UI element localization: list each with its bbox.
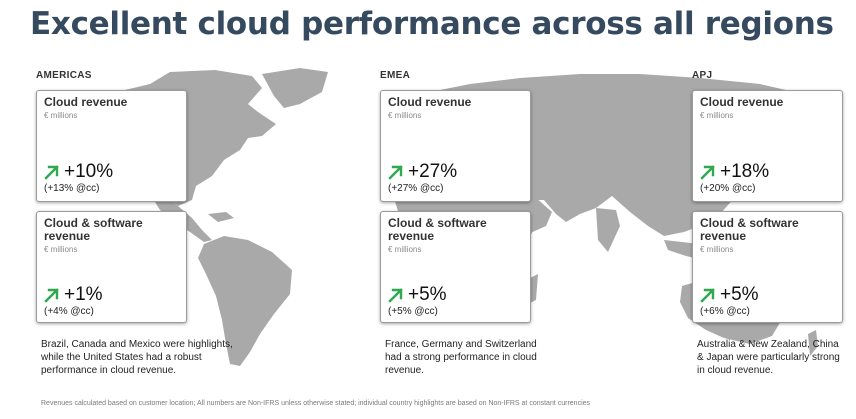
apj-cloud-software-revenue-card: Cloud & software revenue € millions +5% … [692, 211, 843, 323]
card-cc-value: (+5% @cc) [388, 306, 438, 317]
card-title: Cloud & software revenue [388, 216, 487, 243]
region-label-emea: EMEA [380, 70, 411, 81]
card-value: +10% [64, 161, 114, 182]
americas-description: Brazil, Canada and Mexico were highlight… [41, 339, 233, 376]
region-label-americas: AMERICAS [36, 70, 92, 81]
footnote: Revenues calculated based on customer lo… [41, 400, 591, 407]
page-title: Excellent cloud performance across all r… [30, 6, 834, 42]
card-metric: +5% [387, 284, 447, 306]
americas-cloud-revenue-card: Cloud revenue € millions +10% (+13% @cc) [36, 90, 187, 202]
map-south-america [198, 236, 292, 366]
card-title: Cloud revenue [44, 95, 128, 109]
region-label-apj: APJ [692, 70, 713, 81]
apj-cloud-revenue-card: Cloud revenue € millions +18% (+20% @cc) [692, 90, 843, 202]
card-subtitle: € millions [388, 111, 422, 120]
card-title: Cloud & software revenue [700, 216, 799, 243]
card-value: +27% [408, 161, 458, 182]
card-cc-value: (+6% @cc) [700, 306, 750, 317]
card-metric: +1% [43, 284, 103, 306]
card-value: +1% [64, 284, 103, 305]
card-subtitle: € millions [388, 245, 422, 254]
card-subtitle: € millions [700, 245, 734, 254]
card-subtitle: € millions [44, 111, 78, 120]
card-cc-value: (+4% @cc) [44, 306, 94, 317]
card-title: Cloud revenue [700, 95, 784, 109]
emea-cloud-revenue-card: Cloud revenue € millions +27% (+27% @cc) [380, 90, 531, 202]
trend-up-arrow-icon [388, 288, 403, 303]
card-value: +5% [720, 284, 759, 305]
trend-up-arrow-icon [700, 288, 715, 303]
card-value: +18% [720, 161, 770, 182]
card-metric: +5% [699, 284, 759, 306]
card-title: Cloud & software revenue [44, 216, 143, 243]
card-metric: +27% [387, 161, 457, 183]
trend-up-arrow-icon [44, 165, 59, 180]
emea-cloud-software-revenue-card: Cloud & software revenue € millions +5% … [380, 211, 531, 323]
card-cc-value: (+27% @cc) [388, 183, 444, 194]
emea-description: France, Germany and Switzerland had a st… [385, 339, 537, 376]
map-greenland [262, 68, 328, 108]
card-subtitle: € millions [44, 245, 78, 254]
map-new-zealand [808, 330, 818, 356]
card-cc-value: (+13% @cc) [44, 183, 100, 194]
card-value: +5% [408, 284, 447, 305]
card-metric: +10% [43, 161, 113, 183]
map-caribbean [208, 212, 234, 222]
card-cc-value: (+20% @cc) [700, 183, 756, 194]
map-india [596, 208, 620, 252]
trend-up-arrow-icon [388, 165, 403, 180]
trend-up-arrow-icon [44, 288, 59, 303]
card-metric: +18% [699, 161, 769, 183]
card-title: Cloud revenue [388, 95, 472, 109]
apj-description: Australia & New Zealand, China & Japan w… [697, 339, 840, 376]
trend-up-arrow-icon [700, 165, 715, 180]
card-subtitle: € millions [700, 111, 734, 120]
americas-cloud-software-revenue-card: Cloud & software revenue € millions +1% … [36, 211, 187, 323]
